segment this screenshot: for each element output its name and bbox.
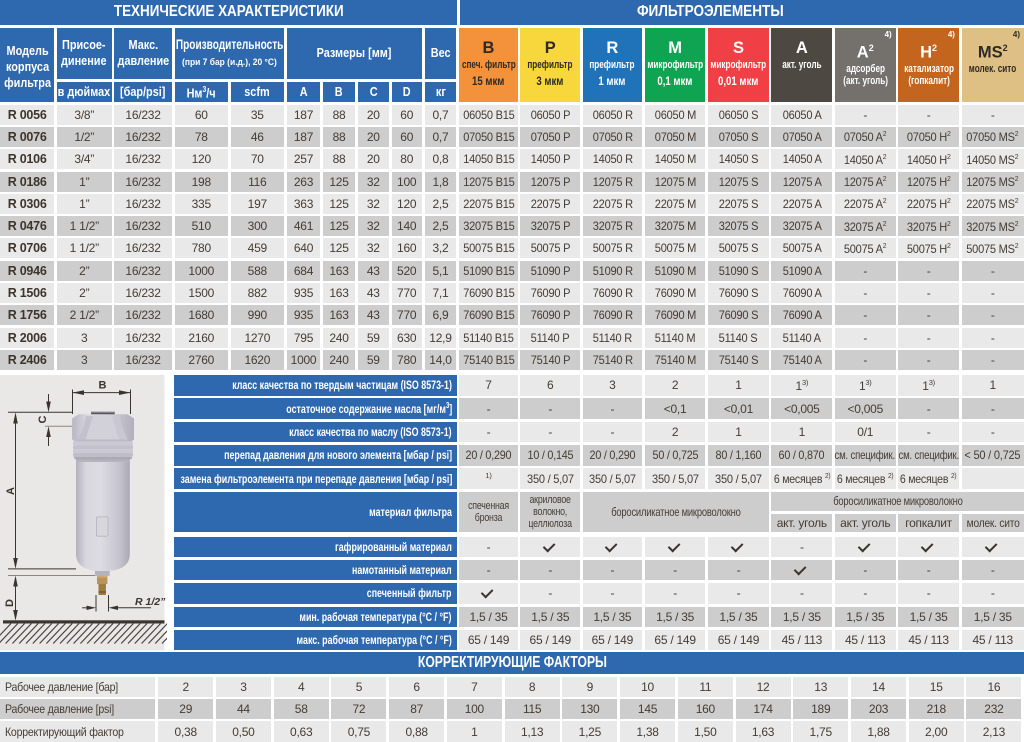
svg-text:C: C: [37, 415, 49, 423]
svg-text:B: B: [99, 380, 107, 392]
svg-text:R 1/2”: R 1/2”: [135, 596, 166, 608]
svg-text:D: D: [4, 599, 16, 607]
svg-text:A: A: [5, 487, 17, 495]
